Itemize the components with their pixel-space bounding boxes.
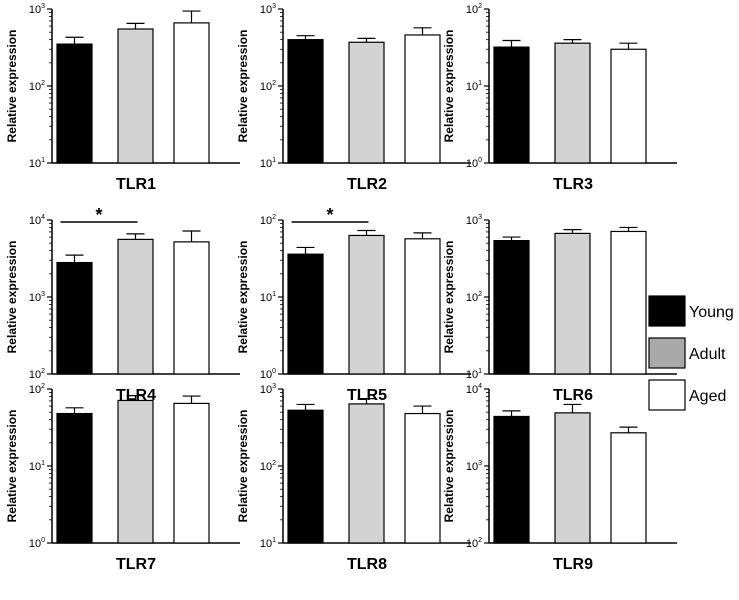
tick-label: 102 [260,460,276,473]
panel-title: TLR7 [116,556,156,573]
bar-adult [554,232,591,375]
tick-label: 102 [29,383,45,396]
legend-label: Aged [689,388,726,405]
legend-item-adult: Adult [648,337,726,369]
tick-label: 104 [29,214,45,227]
bar-young [56,261,93,375]
tick-label: 101 [260,291,276,304]
bar-adult [554,42,591,164]
tick-label: 100 [260,368,276,381]
tick-label: 102 [466,291,482,304]
tick-label: 101 [466,368,482,381]
panel-title: TLR6 [553,387,593,404]
bar-adult [117,28,154,164]
bar-aged [173,402,210,544]
bar-adult [348,403,385,544]
y-axis-label: Relative expression [236,410,250,523]
tick-label: 104 [466,383,482,396]
significance-star: * [326,205,333,225]
tick-label: 100 [466,157,482,170]
bar-aged [404,34,441,164]
bar-aged [404,238,441,375]
y-axis-label: Relative expression [442,410,456,523]
bar-adult [348,41,385,164]
panel-title: TLR8 [347,556,387,573]
bar-young [493,415,530,544]
bar-young [493,240,530,375]
y-axis-label: Relative expression [5,410,19,523]
panel-title: TLR9 [553,556,593,573]
legend-swatch [648,295,686,327]
tick-label: 103 [466,214,482,227]
bar-aged [173,241,210,375]
tick-label: 103 [466,460,482,473]
bar-aged [404,412,441,544]
tick-label: 102 [29,368,45,381]
y-axis-label: Relative expression [236,30,250,143]
panel-title: TLR1 [116,176,156,193]
panel-tlr8: 101 102 103 Relative expression TLR8 [236,383,471,573]
bar-aged [610,432,647,544]
legend-item-young: Young [648,295,734,327]
significance-star: * [95,205,102,225]
tick-label: 102 [466,3,482,16]
bar-adult [348,234,385,375]
bar-adult [117,238,154,375]
y-axis-label: Relative expression [236,241,250,354]
tick-label: 101 [29,157,45,170]
bar-young [56,412,93,544]
tick-label: 102 [260,80,276,93]
tick-label: 101 [260,157,276,170]
bar-young [493,46,530,164]
panel-title: TLR3 [553,176,593,193]
panel-tlr7: 100 101 102 Relative expression TLR7 [5,383,240,573]
legend-item-aged: Aged [648,379,726,411]
y-axis-label: Relative expression [5,30,19,143]
panel-title: TLR5 [347,387,387,404]
tick-label: 103 [29,3,45,16]
bar-aged [173,22,210,164]
y-axis-label: Relative expression [442,241,456,354]
y-axis-label: Relative expression [442,30,456,143]
bar-young [287,409,324,544]
bar-aged [610,48,647,164]
panel-tlr6: 101 102 103 Relative expression TLR6 [442,214,677,404]
tick-label: 101 [466,80,482,93]
tick-label: 103 [29,291,45,304]
legend-swatch [648,337,686,369]
tick-label: 102 [466,537,482,550]
panel-tlr3: 100 101 102 Relative expression TLR3 [442,3,677,193]
tick-label: 101 [29,460,45,473]
bar-adult [117,399,154,544]
panel-tlr5: 100 101 102 Relative expression * TLR5 [236,205,471,404]
tick-label: 101 [260,537,276,550]
tick-label: 103 [260,383,276,396]
panel-tlr9: 102 103 104 Relative expression TLR9 [442,383,677,573]
chart-legend: Young Adult Aged [648,295,734,411]
panel-tlr1: 101 102 103 Relative expression TLR1 [5,3,240,193]
bar-young [287,39,324,164]
bar-adult [554,412,591,544]
tick-label: 103 [260,3,276,16]
panel-tlr2: 101 102 103 Relative expression TLR2 [236,3,471,193]
y-axis-label: Relative expression [5,241,19,354]
legend-swatch [648,379,686,411]
tick-label: 102 [260,214,276,227]
bar-young [56,43,93,164]
panel-title: TLR2 [347,176,387,193]
tick-label: 102 [29,80,45,93]
legend-label: Young [689,304,734,321]
tick-label: 100 [29,537,45,550]
bar-young [287,253,324,375]
bar-aged [610,230,647,375]
legend-label: Adult [689,346,726,363]
